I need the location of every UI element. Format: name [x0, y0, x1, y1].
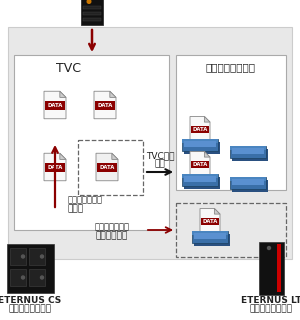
- Text: データ: データ: [68, 204, 84, 213]
- Text: DATA: DATA: [97, 103, 113, 108]
- Polygon shape: [204, 151, 210, 157]
- Bar: [277, 244, 281, 292]
- Polygon shape: [44, 91, 66, 119]
- Text: DATA: DATA: [192, 162, 208, 167]
- Bar: [230, 146, 266, 158]
- Bar: [230, 177, 266, 189]
- Circle shape: [22, 276, 25, 279]
- Polygon shape: [190, 151, 210, 177]
- Bar: [184, 176, 216, 182]
- FancyBboxPatch shape: [259, 242, 284, 294]
- Bar: [83, 12, 101, 15]
- Bar: [97, 164, 117, 172]
- Text: DATA: DATA: [192, 127, 208, 132]
- Bar: [182, 174, 218, 178]
- FancyBboxPatch shape: [7, 244, 53, 292]
- Text: DATA: DATA: [47, 165, 63, 170]
- Polygon shape: [214, 209, 220, 214]
- Bar: [201, 218, 219, 225]
- Polygon shape: [204, 116, 210, 122]
- Circle shape: [268, 246, 271, 250]
- Circle shape: [40, 276, 43, 279]
- Bar: [8, 27, 292, 259]
- Polygon shape: [110, 91, 116, 97]
- Bar: [78, 140, 143, 195]
- Text: テープライブラリ: テープライブラリ: [250, 304, 292, 313]
- Bar: [194, 234, 230, 246]
- Bar: [192, 231, 228, 235]
- Text: ETERNUS LT: ETERNUS LT: [241, 296, 300, 305]
- Bar: [191, 161, 209, 168]
- Bar: [184, 142, 220, 154]
- Polygon shape: [44, 153, 66, 181]
- FancyBboxPatch shape: [29, 269, 45, 286]
- Text: ETERNUS CS: ETERNUS CS: [0, 296, 61, 305]
- Bar: [83, 6, 101, 9]
- Bar: [230, 177, 266, 181]
- Text: 参照頻度が低い: 参照頻度が低い: [68, 195, 103, 204]
- Polygon shape: [60, 153, 66, 159]
- Bar: [230, 146, 266, 150]
- Text: 参照頻度が低い: 参照頻度が低い: [95, 222, 130, 231]
- Bar: [232, 148, 264, 155]
- Bar: [14, 55, 169, 230]
- Bar: [232, 180, 268, 192]
- Bar: [184, 141, 216, 148]
- Bar: [191, 126, 209, 133]
- Bar: [184, 177, 220, 189]
- Text: 削除: 削除: [154, 159, 165, 168]
- Bar: [232, 149, 268, 161]
- Circle shape: [22, 255, 25, 258]
- Polygon shape: [94, 91, 116, 119]
- Text: TVC: TVC: [56, 62, 80, 75]
- Text: DATA: DATA: [99, 165, 115, 170]
- Bar: [45, 101, 65, 110]
- Polygon shape: [96, 153, 118, 181]
- Bar: [176, 55, 286, 190]
- Polygon shape: [200, 209, 220, 234]
- Polygon shape: [60, 91, 66, 97]
- Circle shape: [40, 255, 43, 258]
- Bar: [192, 231, 228, 243]
- Text: DATA: DATA: [202, 219, 218, 224]
- FancyBboxPatch shape: [10, 269, 26, 286]
- Text: DATA: DATA: [47, 103, 63, 108]
- Bar: [176, 203, 286, 257]
- Text: TVCから: TVCから: [146, 151, 174, 160]
- Text: バーチャルテープ: バーチャルテープ: [8, 304, 52, 313]
- Text: 必要なデータ: 必要なデータ: [95, 231, 127, 240]
- FancyBboxPatch shape: [29, 248, 45, 265]
- Circle shape: [87, 0, 91, 3]
- Polygon shape: [190, 116, 210, 141]
- Text: テープライブラリ: テープライブラリ: [206, 62, 256, 72]
- Bar: [182, 174, 218, 186]
- Bar: [194, 233, 226, 239]
- Bar: [232, 179, 264, 185]
- Polygon shape: [112, 153, 118, 159]
- Bar: [182, 139, 218, 143]
- FancyBboxPatch shape: [81, 0, 103, 25]
- Bar: [182, 139, 218, 151]
- FancyBboxPatch shape: [10, 248, 26, 265]
- Bar: [83, 18, 101, 21]
- Bar: [45, 164, 65, 172]
- Bar: [95, 101, 115, 110]
